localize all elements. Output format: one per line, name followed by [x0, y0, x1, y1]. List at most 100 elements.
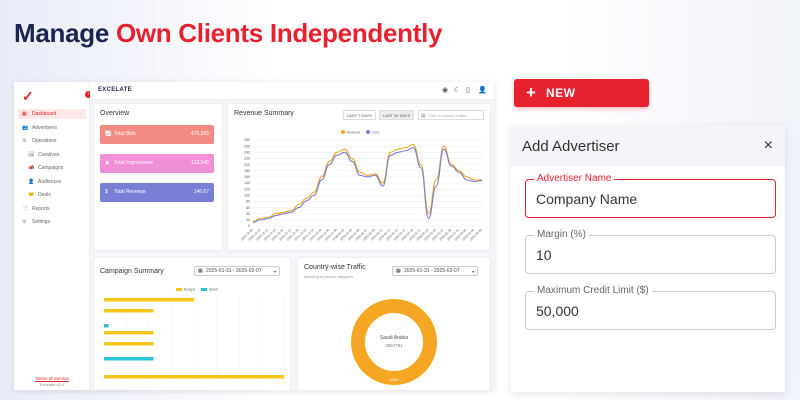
y-tick-label: 40: [246, 212, 250, 216]
deals-icon: 🤝: [28, 192, 35, 198]
advertiser-name-input[interactable]: [536, 191, 756, 207]
date-search-input[interactable]: ▦ Click to search a date: [418, 110, 484, 120]
legend-label-budget: Budget: [184, 288, 195, 292]
legend-marker-spent: [201, 288, 207, 291]
reports-icon: 📄: [22, 205, 29, 212]
country-traffic-card: Country-wise Traffic Spending on various…: [298, 258, 490, 390]
sidebar-item-advertisers[interactable]: 👥 Advertisers: [18, 123, 86, 133]
margin-field[interactable]: Margin (%): [525, 229, 776, 274]
main-content: Overview 📈 Total Bids 475,565 ◉ Total Impres…: [90, 100, 494, 390]
revenue-line-chart: 0204060801001201401601802002202402602802…: [240, 130, 483, 242]
campaign-bar-chart: Budget Spent: [103, 288, 285, 386]
eye-icon[interactable]: ◉: [442, 87, 449, 94]
collapse-sidebar-icon[interactable]: ‹: [85, 91, 92, 98]
settings-icon: ⚙: [22, 219, 27, 225]
last-30-days-button[interactable]: LAST 30 DAYS: [379, 110, 415, 120]
legend-marker-cost: [366, 130, 370, 134]
y-tick-label: 80: [246, 200, 250, 204]
bar-budget: [104, 375, 284, 379]
audiences-icon: 👤: [28, 178, 35, 185]
series-line-cost: [252, 147, 483, 223]
overview-card: Overview 📈 Total Bids 475,565 ◉ Total Impres…: [94, 104, 222, 250]
sidebar-item-label: Audiences: [38, 178, 62, 185]
sidebar-item-audiences[interactable]: 👤 Audiences: [18, 177, 86, 187]
operations-icon: ⚙: [22, 138, 27, 144]
chevron-down-icon: ▾: [471, 269, 474, 274]
country-traffic-subtitle: Spending on various categories: [304, 275, 354, 279]
sidebar-item-settings[interactable]: ⚙ Settings: [18, 217, 86, 227]
sidebar-item-label: Settings: [32, 219, 51, 225]
calendar-icon: ▦: [421, 113, 426, 119]
panel-header: Add Advertiser ×: [511, 126, 785, 166]
y-tick-label: 180: [244, 169, 250, 173]
y-tick-label: 100: [244, 193, 250, 197]
credit-limit-input[interactable]: [536, 303, 756, 319]
y-tick-label: 120: [244, 187, 250, 191]
sidebar-item-operations[interactable]: ⚙ Operations: [18, 136, 86, 146]
y-tick-label: 140: [244, 181, 250, 185]
campaigns-icon: 📣: [28, 165, 35, 171]
country-traffic-title: Country-wise Traffic: [304, 264, 366, 271]
excelate-logo-icon: ✓: [22, 88, 34, 104]
calendar-icon: ▦: [396, 268, 401, 274]
y-tick-label: 200: [244, 163, 250, 167]
terms-link[interactable]: Terms of Service: [35, 376, 69, 381]
revenue-title: Revenue Summary: [234, 110, 294, 117]
sidebar-item-dashboard[interactable]: ▦ Dashboard: [18, 109, 86, 119]
margin-label: Margin (%): [534, 229, 589, 240]
new-advertiser-button[interactable]: + NEW ADVERTISER: [514, 79, 649, 128]
bar-budget: [104, 342, 154, 346]
country-date-picker[interactable]: ▦ 2025-01-31 - 2025-02-07 ▾: [392, 266, 478, 276]
panel-title: Add Advertiser: [522, 138, 620, 155]
y-tick-label: 0: [248, 224, 250, 228]
advertiser-name-field[interactable]: Advertiser Name: [525, 173, 776, 218]
donut-center-label: Saudi Arabia: [380, 335, 409, 341]
stat-value: 123,546: [190, 160, 209, 166]
dollar-icon: $: [105, 189, 108, 195]
legend-marker-budget: [176, 288, 182, 291]
last-7-days-button[interactable]: LAST 7 DAYS: [343, 110, 376, 120]
sidebar-item-label: Reports: [32, 205, 50, 212]
notes-icon[interactable]: ▯: [466, 87, 470, 94]
moon-icon[interactable]: ☾: [454, 87, 461, 94]
y-tick-label: 260: [244, 144, 250, 148]
plus-icon: +: [526, 83, 537, 102]
sidebar-item-reports[interactable]: 📄 Reports: [18, 204, 86, 214]
bar-budget: [104, 298, 194, 302]
y-tick-label: 280: [244, 138, 250, 142]
stat-label: Total Bids: [114, 131, 136, 137]
margin-input[interactable]: [536, 247, 756, 263]
credit-limit-field[interactable]: Maximum Credit Limit ($): [525, 285, 776, 330]
credit-limit-label: Maximum Credit Limit ($): [534, 285, 652, 296]
sidebar-item-deals[interactable]: 🤝 Deals: [18, 190, 86, 200]
new-advertiser-label: NEW ADVERTISER: [546, 86, 629, 128]
campaign-date-picker[interactable]: ▦ 2025-01-31 - 2025-02-07 ▾: [194, 266, 280, 276]
close-icon[interactable]: ×: [763, 137, 773, 154]
legend-label-spent: Spent: [209, 288, 218, 292]
campaign-summary-card: Campaign Summary ▦ 2025-01-31 - 2025-02-…: [94, 258, 290, 390]
sidebar-item-campaigns[interactable]: 📣 Campaigns: [18, 163, 86, 173]
stat-total-revenue: $ Total Revenue 146.67: [100, 183, 214, 202]
stat-value: 475,565: [190, 131, 209, 137]
sidebar-item-label: Operations: [32, 138, 57, 144]
campaign-summary-title: Campaign Summary: [100, 268, 164, 275]
series-line-revenue: [252, 144, 482, 222]
user-avatar-icon[interactable]: 👤: [478, 87, 487, 94]
overview-title: Overview: [100, 110, 130, 117]
sidebar-item-creatives[interactable]: 🖼 Creatives: [18, 150, 86, 160]
bar-budget: [104, 331, 154, 335]
chart-icon: 📈: [105, 131, 112, 137]
y-tick-label: 240: [244, 150, 250, 154]
y-tick-label: 220: [244, 157, 250, 161]
revenue-card: Revenue Summary LAST 7 DAYS LAST 30 DAYS…: [228, 104, 490, 250]
dashboard-icon: ▦: [22, 111, 27, 117]
advertiser-name-label: Advertiser Name: [534, 173, 615, 184]
bar-spent: [104, 324, 109, 328]
stat-total-impressions: ◉ Total Impressions 123,546: [100, 154, 214, 173]
campaign-date-range: 2025-01-31 - 2025-02-07: [206, 268, 262, 274]
sidebar-item-label: Campaigns: [38, 165, 64, 171]
y-tick-label: 60: [246, 206, 250, 210]
stat-total-bids: 📈 Total Bids 475,565: [100, 125, 214, 144]
legend-label-cost: Cost: [372, 130, 379, 134]
bar-spent: [104, 357, 154, 361]
